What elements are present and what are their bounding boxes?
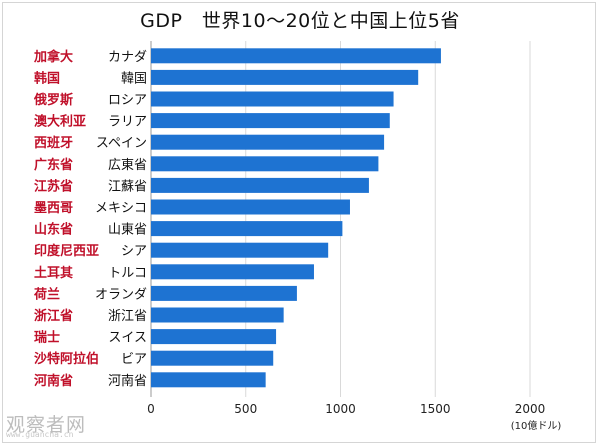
chinese-label: 加拿大 bbox=[33, 49, 73, 65]
chinese-label: 江苏省 bbox=[34, 178, 73, 194]
chart-title: GDP 世界10〜20位と中国上位5省 bbox=[140, 10, 460, 32]
x-tick-label: 1000 bbox=[325, 402, 356, 416]
bar bbox=[151, 48, 441, 64]
category-labels: カナダ韓国ロシアラリアスペイン広東省江蘇省メキシコ山東省シアトルコオランダ浙江省… bbox=[95, 50, 147, 389]
category-label: スペイン bbox=[96, 136, 147, 151]
x-tick-labels: 0 500 1000 1500 2000 bbox=[147, 402, 545, 416]
bar bbox=[151, 242, 329, 258]
category-label: オランダ bbox=[95, 287, 147, 302]
bar bbox=[151, 221, 343, 237]
bar bbox=[151, 69, 419, 85]
category-label: カナダ bbox=[108, 50, 147, 65]
category-label: スイス bbox=[108, 331, 147, 346]
bar bbox=[151, 350, 274, 366]
chinese-label: 俄罗斯 bbox=[33, 92, 73, 108]
category-label: トルコ bbox=[108, 266, 147, 281]
category-label: シア bbox=[121, 244, 147, 259]
unit-label: (10億ドル) bbox=[511, 419, 562, 432]
category-label: ビア bbox=[121, 352, 147, 367]
watermark-url: www.guancha.cn bbox=[6, 430, 74, 439]
category-label: 河南省 bbox=[108, 373, 147, 389]
bar bbox=[151, 285, 297, 301]
chinese-label: 墨西哥 bbox=[34, 200, 73, 216]
x-tick-label: 2000 bbox=[515, 402, 546, 416]
bar bbox=[151, 91, 394, 107]
category-label: メキシコ bbox=[95, 201, 147, 216]
bar bbox=[151, 199, 350, 215]
chinese-labels: 加拿大韩国俄罗斯澳大利亚西班牙广东省江苏省墨西哥山东省印度尼西亚土耳其荷兰浙江省… bbox=[33, 49, 99, 389]
chinese-label: 韩国 bbox=[34, 70, 60, 86]
bar bbox=[151, 113, 390, 129]
bar bbox=[151, 134, 385, 150]
chinese-label: 印度尼西亚 bbox=[34, 243, 99, 259]
bars bbox=[151, 48, 441, 388]
chinese-label: 河南省 bbox=[34, 373, 73, 389]
x-tick-label: 1500 bbox=[420, 402, 451, 416]
chinese-label: 西班牙 bbox=[34, 135, 73, 151]
bar bbox=[151, 329, 277, 345]
chinese-label: 山东省 bbox=[34, 222, 73, 238]
category-label: ラリア bbox=[108, 115, 147, 130]
chinese-label: 瑞士 bbox=[34, 330, 60, 346]
bar bbox=[151, 177, 369, 193]
watermark-text: 观察者网 bbox=[6, 414, 87, 436]
bar bbox=[151, 307, 284, 323]
bar bbox=[151, 372, 266, 388]
category-label: 韓国 bbox=[121, 71, 147, 86]
category-label: 広東省 bbox=[108, 157, 147, 173]
bar bbox=[151, 156, 379, 172]
chinese-label: 澳大利亚 bbox=[34, 114, 86, 130]
bar bbox=[151, 264, 314, 280]
chinese-label: 广东省 bbox=[34, 157, 73, 173]
x-tick-label: 0 bbox=[147, 402, 155, 416]
x-tick-label: 500 bbox=[234, 402, 257, 416]
chinese-label: 浙江省 bbox=[34, 308, 73, 324]
category-label: 江蘇省 bbox=[108, 179, 147, 194]
chinese-label: 沙特阿拉伯 bbox=[34, 351, 99, 367]
chinese-label: 土耳其 bbox=[34, 265, 73, 281]
category-label: 山東省 bbox=[108, 222, 147, 238]
chinese-label: 荷兰 bbox=[33, 286, 60, 302]
category-label: ロシア bbox=[108, 93, 147, 108]
category-label: 浙江省 bbox=[108, 309, 147, 324]
